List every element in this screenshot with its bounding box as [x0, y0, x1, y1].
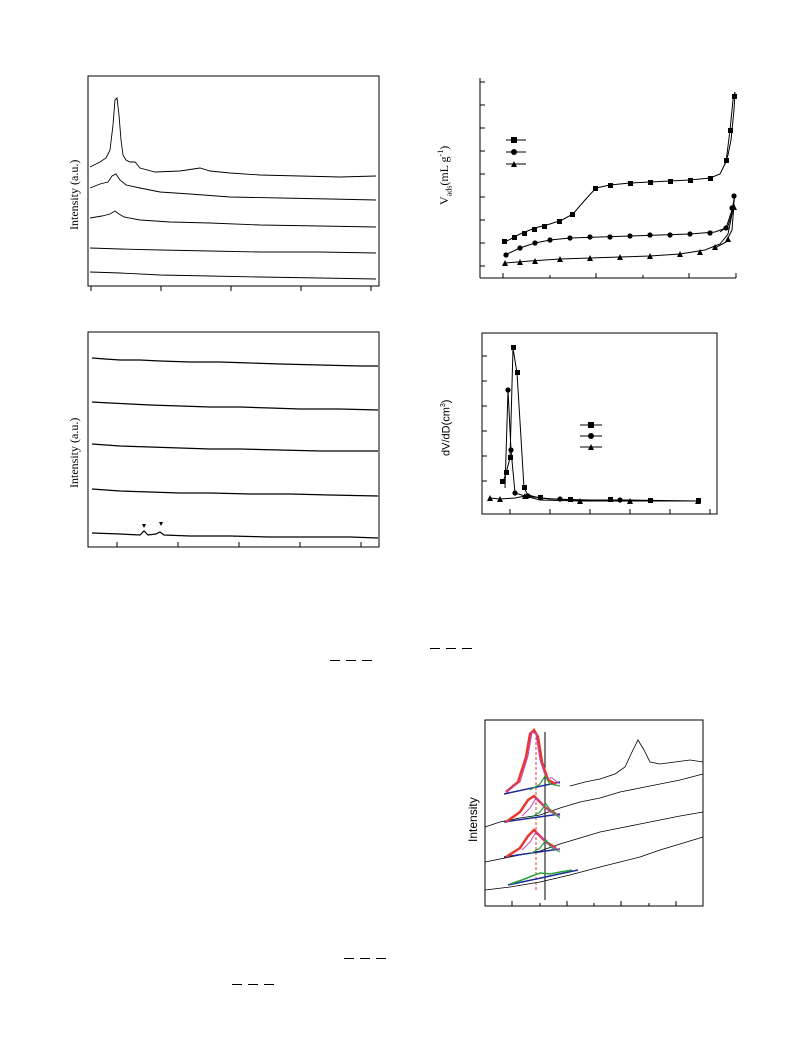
- xrd-wide-curve-4: [91, 488, 379, 497]
- pore-chart: [481, 332, 718, 515]
- raman-xticks: [511, 901, 677, 906]
- raman-fit-2: [503, 794, 561, 824]
- xrd-low-angle-panel: Intensity (a.u.): [60, 70, 390, 300]
- pore-frame: [481, 332, 718, 515]
- caption-dash: [330, 660, 340, 661]
- isotherm-legend: [506, 137, 526, 167]
- pore-legend: [580, 422, 602, 450]
- isotherm-series-triangle: [504, 203, 735, 264]
- caption-dash: [446, 648, 456, 649]
- pore-square-markers: [500, 345, 701, 503]
- xrd-wide-markers: [142, 522, 163, 528]
- caption-dash: [344, 958, 354, 959]
- pore-series-circle: [504, 389, 699, 502]
- caption-dash: [430, 648, 440, 649]
- xrd-low-curve-5: [89, 271, 377, 280]
- xrd-low-frame: [87, 75, 380, 287]
- caption-dash: [360, 958, 370, 959]
- caption-dash: [248, 984, 258, 985]
- xrd-low-chart: [87, 75, 380, 291]
- caption-dash: [264, 984, 274, 985]
- isotherm-circle-markers: [503, 193, 737, 258]
- xrd-wide-curve-5: [91, 530, 379, 539]
- xrd-wide-curve-2: [91, 401, 379, 411]
- raman-curve-1: [569, 739, 704, 787]
- pore-yticks: [482, 355, 487, 482]
- xrd-low-curve-3: [89, 210, 377, 228]
- raman-fit-3: [503, 828, 561, 859]
- xrd-wide-angle-panel: Intensity (a.u.): [60, 328, 390, 560]
- raman-curve-2: [484, 773, 704, 828]
- xrd-low-curve-2: [89, 173, 377, 201]
- isotherm-chart: [479, 78, 737, 279]
- caption-dash: [376, 958, 386, 959]
- isotherm-panel: Vads(mL g-1): [430, 70, 750, 300]
- xrd-low-curve-1: [89, 97, 377, 178]
- xrd-low-curve-4: [89, 247, 377, 254]
- xrd-wide-ticks: [116, 542, 362, 547]
- raman-chart: [484, 719, 704, 907]
- xrd-wide-curve-3: [91, 443, 378, 452]
- pore-triangle-markers: [487, 493, 701, 504]
- isotherm-series-circle: [504, 193, 736, 256]
- caption-dash: [232, 984, 242, 985]
- pore-xticks: [509, 509, 711, 514]
- isotherm-triangle-markers: [502, 204, 737, 266]
- down-triangle-icon: [142, 524, 146, 528]
- raman-panel: Intensity: [460, 712, 710, 917]
- caption-dash: [462, 648, 472, 649]
- caption-dash: [362, 660, 372, 661]
- down-triangle-icon: [159, 522, 163, 526]
- isotherm-square-markers: [502, 94, 737, 244]
- isotherm-yticks: [480, 81, 485, 267]
- isotherm-series-square: [504, 91, 736, 243]
- xrd-wide-frame: [87, 331, 380, 548]
- raman-curve-4: [484, 836, 704, 891]
- xrd-wide-curve-1: [91, 357, 378, 367]
- xrd-low-ticks: [90, 286, 372, 291]
- caption-dash: [346, 660, 356, 661]
- xrd-wide-chart: [87, 331, 380, 548]
- raman-fit-1: [503, 727, 561, 795]
- pore-size-panel: dV/dD(cm3): [430, 328, 730, 528]
- raman-fit-4: [507, 869, 579, 886]
- pore-series-triangle: [489, 495, 698, 502]
- isotherm-xticks: [502, 273, 737, 278]
